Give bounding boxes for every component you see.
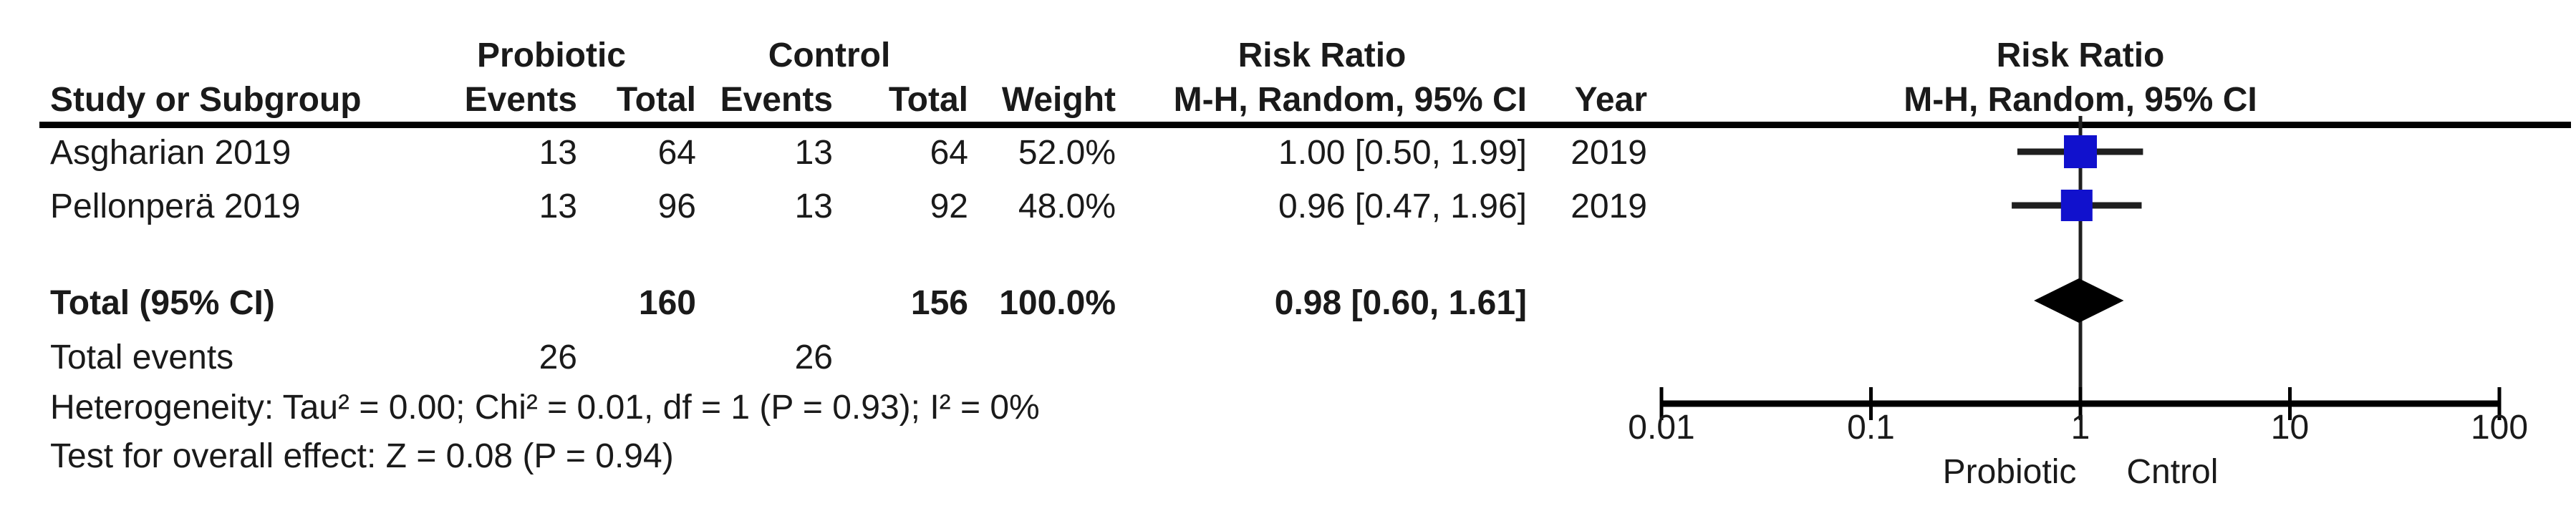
axis-tick-label: 0.01 [1628,409,1695,447]
total-probiotic-sum: 160 [638,284,696,322]
column-header-total-control: Total [888,81,968,119]
year: 2019 [1571,188,1647,225]
ci-whisker [2012,202,2142,209]
total-events-control: 26 [794,339,833,376]
axis-line [1659,400,2502,407]
events-probiotic: 13 [539,188,577,225]
total-events-probiotic: 26 [539,339,577,376]
axis-label-control: Cntrol [2126,453,2219,491]
axis-label-probiotic: Probiotic [1942,453,2077,491]
column-header-year: Year [1574,81,1647,119]
column-header-weight: Weight [1001,81,1116,119]
ci-whisker [2017,148,2143,155]
group-header-control: Control [768,36,891,74]
total-control: 64 [930,134,968,172]
column-header-study: Study or Subgroup [50,81,362,119]
effect-square [2064,135,2097,168]
column-header-total-probiotic: Total [616,81,696,119]
study-name: Asgharian 2019 [50,134,291,172]
column-header-events-probiotic: Events [464,81,577,119]
plot-header-risk-ratio: Risk Ratio [1996,36,2165,74]
axis-tick-label: 0.1 [1847,409,1895,447]
plot-header-method: M-H, Random, 95% CI [1904,81,2257,119]
total-probiotic: 96 [657,188,696,225]
axis-tick-label: 10 [2270,409,2310,447]
axis-tick-label: 100 [2470,409,2529,447]
no-effect-line [2078,116,2083,405]
effect-square [2060,190,2093,221]
column-header-events-control: Events [720,81,833,119]
total-weight: 100.0% [999,284,1116,322]
risk-ratio-ci: 1.00 [0.50, 1.99] [1278,134,1527,172]
study-name: Pellonperä 2019 [50,188,301,225]
total-control: 92 [930,188,968,225]
axis-group-labels: Probiotic Cntrol [1943,455,2219,490]
column-header-risk-ratio: Risk Ratio [1238,36,1407,74]
axis-tick-label: 1 [2070,409,2090,447]
events-probiotic: 13 [539,134,577,172]
total-probiotic: 64 [657,134,696,172]
total-label: Total (95% CI) [50,284,275,322]
heterogeneity-text: Heterogeneity: Tau² = 0.00; Chi² = 0.01,… [50,389,1040,427]
total-control-sum: 156 [910,284,968,322]
risk-ratio-ci: 0.96 [0.47, 1.96] [1278,188,1527,225]
pooled-diamond [2034,278,2124,323]
overall-effect-text: Test for overall effect: Z = 0.08 (P = 0… [50,437,674,475]
weight: 48.0% [1018,188,1116,225]
header-separator-line [39,122,2571,128]
total-risk-ratio-ci: 0.98 [0.60, 1.61] [1274,284,1527,322]
year: 2019 [1571,134,1647,172]
total-events-label: Total events [50,339,234,376]
events-control: 13 [794,188,833,225]
group-header-probiotic: Probiotic [476,36,627,74]
weight: 52.0% [1018,134,1116,172]
events-control: 13 [794,134,833,172]
column-header-method: M-H, Random, 95% CI [1173,81,1527,119]
